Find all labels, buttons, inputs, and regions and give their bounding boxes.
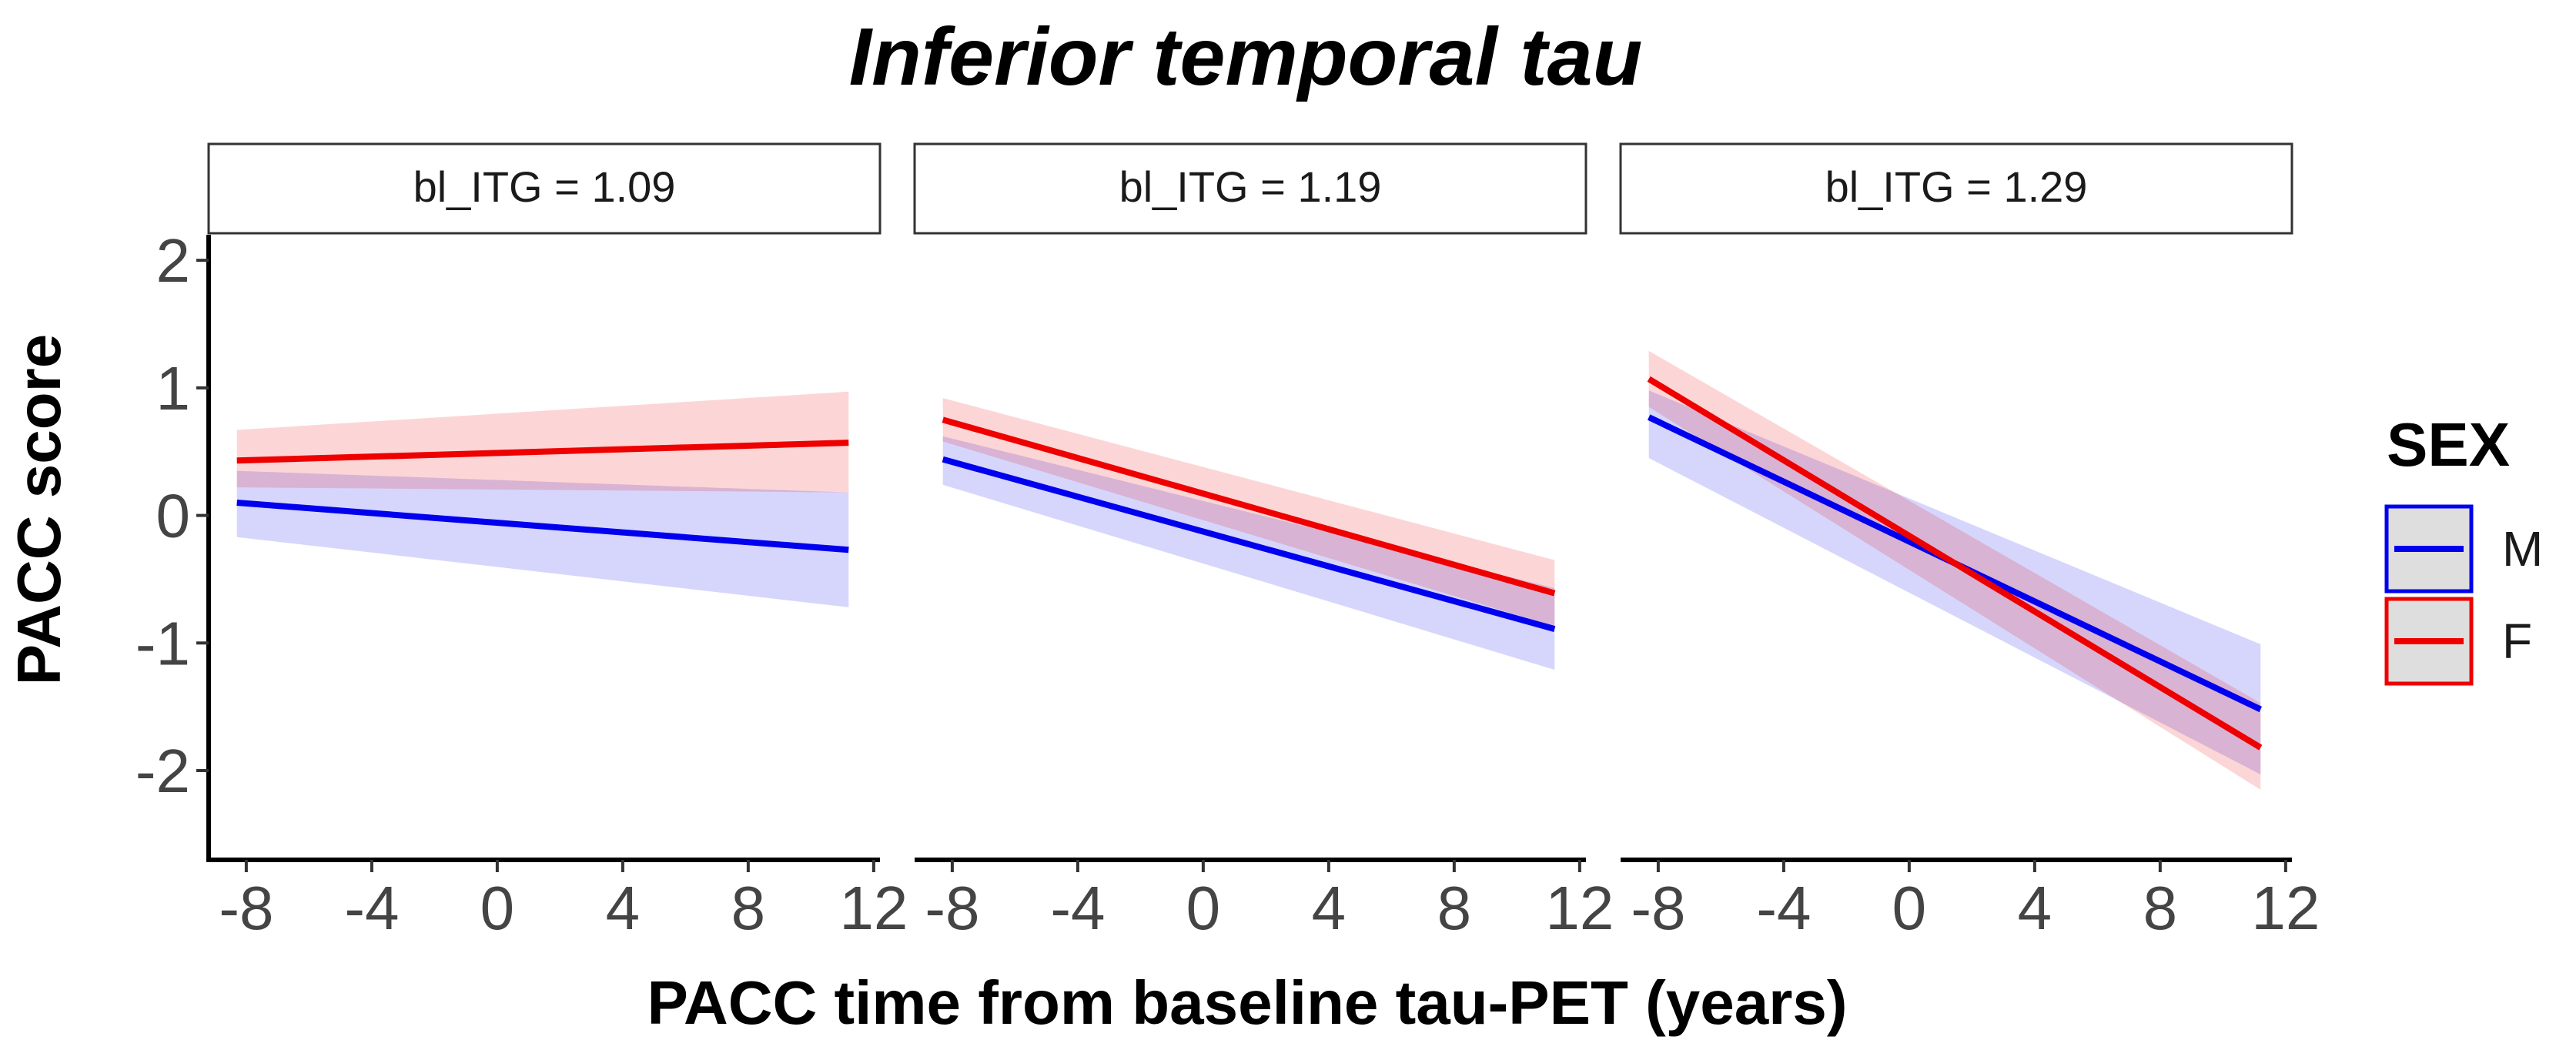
x-tick-label: 12	[1545, 874, 1614, 942]
facet-strip-box	[913, 142, 1587, 235]
series-line-f	[236, 440, 849, 464]
y-tick-label: -2	[135, 737, 190, 805]
x-tick-label: -8	[925, 874, 979, 942]
legend-entries: MF	[2384, 504, 2543, 686]
legend-label: M	[2502, 521, 2543, 577]
y-axis: 2 1 0 -1 -2	[135, 226, 211, 862]
x-tick-label: 4	[2018, 874, 2052, 942]
y-axis-label: PACC score	[5, 334, 73, 685]
legend: SEX MF	[2384, 410, 2543, 686]
ci-ribbon-m	[942, 436, 1555, 670]
x-tick-label: 4	[606, 874, 641, 942]
ci-ribbon-f	[236, 391, 849, 493]
x-tick-label: 8	[2143, 874, 2178, 942]
x-tick-label: -4	[344, 874, 399, 942]
panel-2: bl_ITG = 1.19 -8 -4 0 4 8 12	[913, 142, 1614, 942]
chart-title: Inferior temporal tau	[849, 12, 1643, 102]
facet-strip-box	[1619, 142, 2293, 235]
ci-ribbon-f	[1648, 350, 2261, 790]
x-tick-label: -8	[1631, 874, 1685, 942]
series-line-f	[1647, 376, 2263, 751]
x-tick-label: 4	[1312, 874, 1347, 942]
y-tick-label: 0	[156, 482, 191, 550]
ci-ribbon-m	[1648, 390, 2261, 774]
x-tick-label: 0	[1186, 874, 1221, 942]
y-tick-label: -1	[135, 609, 190, 677]
x-tick-label: 12	[2251, 874, 2320, 942]
legend-item-f: F	[2384, 597, 2532, 686]
x-tick-label: -4	[1050, 874, 1105, 942]
x-axis-label: PACC time from baseline tau-PET (years)	[647, 968, 1848, 1037]
facet-strip-label: bl_ITG = 1.29	[1825, 162, 2088, 211]
x-tick-label: 0	[1892, 874, 1927, 942]
y-tick-label: 2	[156, 226, 191, 295]
x-tick-label: -4	[1756, 874, 1811, 942]
series-line-m	[236, 500, 849, 553]
x-tick-label: 12	[839, 874, 908, 942]
facet-strip-label: bl_ITG = 1.09	[413, 162, 676, 211]
legend-title: SEX	[2387, 410, 2510, 479]
x-tick-label: 8	[1437, 874, 1472, 942]
panels: bl_ITG = 1.09 -8 -4 0 4 8 12 bl_ITG = 1.19 -8 -4 0…	[207, 142, 2320, 942]
x-tick-label: 0	[480, 874, 515, 942]
facet-strip-box	[207, 142, 882, 235]
legend-item-m: M	[2384, 504, 2543, 594]
legend-label: F	[2502, 614, 2532, 669]
x-tick-label: -8	[219, 874, 273, 942]
series-line-f	[942, 416, 1556, 597]
series-line-m	[942, 456, 1556, 632]
facet-strip-label: bl_ITG = 1.19	[1119, 162, 1382, 211]
ci-ribbon-f	[942, 398, 1555, 627]
y-tick-label: 1	[156, 354, 191, 423]
panel-3: bl_ITG = 1.29 -8 -4 0 4 8 12	[1619, 142, 2320, 942]
panel-1: bl_ITG = 1.09 -8 -4 0 4 8 12	[207, 142, 908, 942]
ci-ribbon-m	[236, 470, 849, 607]
x-tick-label: 8	[731, 874, 766, 942]
